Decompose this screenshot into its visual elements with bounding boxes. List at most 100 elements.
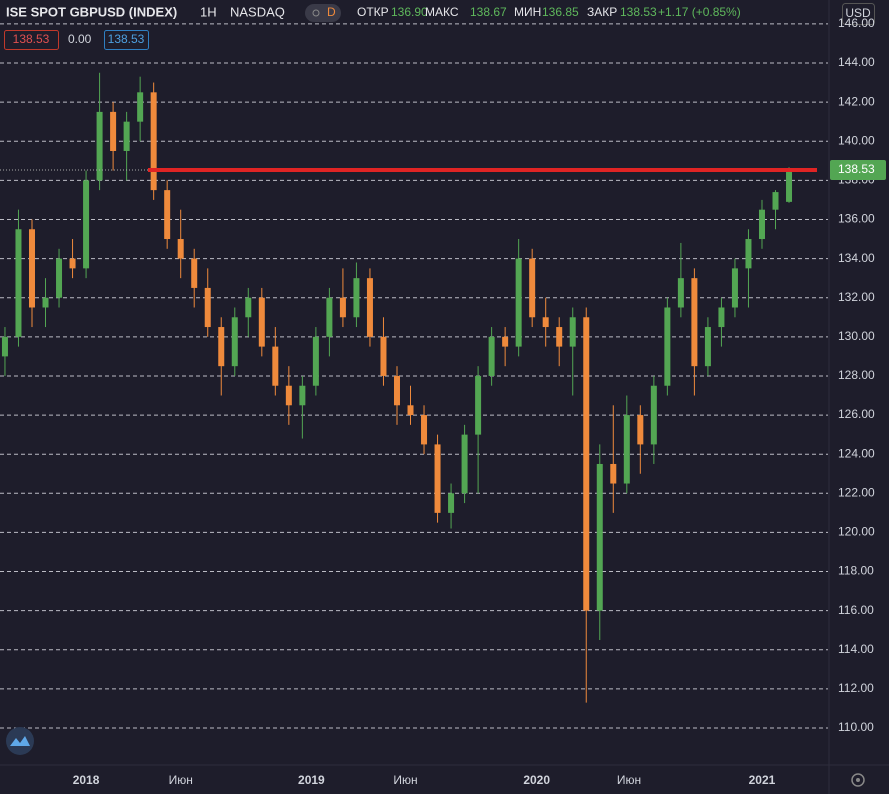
candle-body (745, 239, 752, 269)
indicator-right: 138.53 (108, 32, 145, 46)
candle-body (353, 278, 360, 318)
candle-body (339, 297, 346, 318)
indicator-box (104, 30, 149, 50)
candle-body (515, 258, 522, 347)
candle-body (245, 297, 252, 318)
candle-body (366, 278, 373, 337)
logo-mark[interactable] (10, 736, 30, 746)
close-value: 138.53 (620, 5, 657, 19)
y-tick-label: 126.00 (838, 407, 875, 421)
candle-body (461, 434, 468, 494)
candle-body (502, 336, 509, 347)
badge-text: D (327, 5, 336, 19)
y-tick-label: 122.00 (838, 485, 875, 499)
candle-body (83, 180, 90, 269)
y-tick-label: 144.00 (838, 55, 875, 69)
candle-body (258, 297, 265, 347)
candle-body (488, 336, 495, 376)
candle-body (731, 268, 738, 308)
candle-body (542, 317, 549, 328)
candle-body (28, 229, 35, 308)
currency[interactable]: USD (845, 6, 871, 20)
candle-body (1, 336, 8, 357)
gear-center[interactable] (856, 778, 860, 782)
y-tick-label: 112.00 (838, 681, 874, 695)
logo-bg[interactable] (6, 727, 34, 755)
candle-body (393, 375, 400, 406)
last-price-label: 138.53 (838, 162, 875, 176)
candle-body (56, 258, 63, 298)
open-label: ОТКР (357, 5, 389, 19)
candle-body (137, 92, 144, 122)
y-tick-label: 140.00 (838, 133, 875, 147)
candle-body (326, 297, 333, 337)
plot-area (0, 23, 828, 729)
candle-body (650, 385, 657, 445)
y-tick-label: 134.00 (838, 251, 875, 265)
candle-body (596, 463, 603, 611)
candle-body (164, 190, 171, 240)
last-price-badge (830, 159, 886, 180)
x-tick-label: Июн (169, 773, 193, 787)
x-tick-label: 2021 (749, 773, 776, 787)
logo[interactable] (6, 727, 34, 755)
candle-body (704, 327, 711, 367)
candle-body (434, 444, 441, 513)
candle-body (786, 169, 793, 202)
candle-body (231, 317, 238, 367)
candle-body (285, 385, 292, 406)
settings-icon[interactable] (851, 773, 865, 787)
y-tick-label: 132.00 (838, 290, 875, 304)
candle-body (610, 463, 617, 484)
interval[interactable]: 1H (200, 4, 217, 19)
candle-body (421, 415, 428, 445)
x-tick-label: Июн (393, 773, 417, 787)
change: +1.17 (+0.85%) (658, 5, 741, 19)
currency-button[interactable] (842, 3, 875, 25)
candle-body (96, 111, 103, 181)
y-tick-label: 116.00 (838, 603, 874, 617)
y-tick-label: 114.00 (838, 642, 874, 656)
candle-body (110, 111, 117, 152)
high-value: 138.67 (470, 5, 507, 19)
candle-body (569, 317, 576, 347)
candle-body (772, 192, 779, 210)
badge (305, 4, 341, 22)
candle-body (150, 92, 157, 191)
candle-body (691, 278, 698, 367)
indicator-mid: 0.00 (68, 32, 92, 46)
x-tick-label: 2020 (523, 773, 550, 787)
candle-body (177, 239, 184, 259)
y-tick-label: 110.00 (838, 720, 874, 734)
candle-body (623, 415, 630, 484)
gear[interactable] (851, 773, 865, 787)
candle-body (583, 317, 590, 611)
y-tick-label: 128.00 (838, 368, 875, 382)
indicator-box (4, 30, 59, 50)
candle-body (407, 405, 414, 416)
symbol: ISE SPOT GBPUSD (INDEX) (6, 4, 177, 19)
candle-body (69, 258, 76, 269)
x-tick-label: 2019 (298, 773, 325, 787)
y-tick-label: 130.00 (838, 329, 875, 343)
y-tick-label: 142.00 (838, 94, 875, 108)
candle-body (664, 307, 671, 386)
x-tick-label: 2018 (73, 773, 100, 787)
candle-body (15, 229, 22, 337)
candle-body (677, 278, 684, 308)
y-tick-label: 146.00 (838, 16, 875, 30)
candle-body (312, 336, 319, 386)
candle-body (529, 258, 536, 318)
candle-body (218, 327, 225, 367)
low-value: 136.85 (542, 5, 579, 19)
candle-body (475, 375, 482, 435)
candle-body (272, 346, 279, 386)
legend-header: ISE SPOT GBPUSD (INDEX) 1H NASDAQ D ОТКР… (4, 4, 741, 50)
indicator-left: 138.53 (13, 32, 50, 46)
low-label: МИН (514, 5, 541, 19)
badge-dot (312, 9, 320, 17)
candle-body (204, 287, 211, 328)
candle-body (448, 493, 455, 513)
